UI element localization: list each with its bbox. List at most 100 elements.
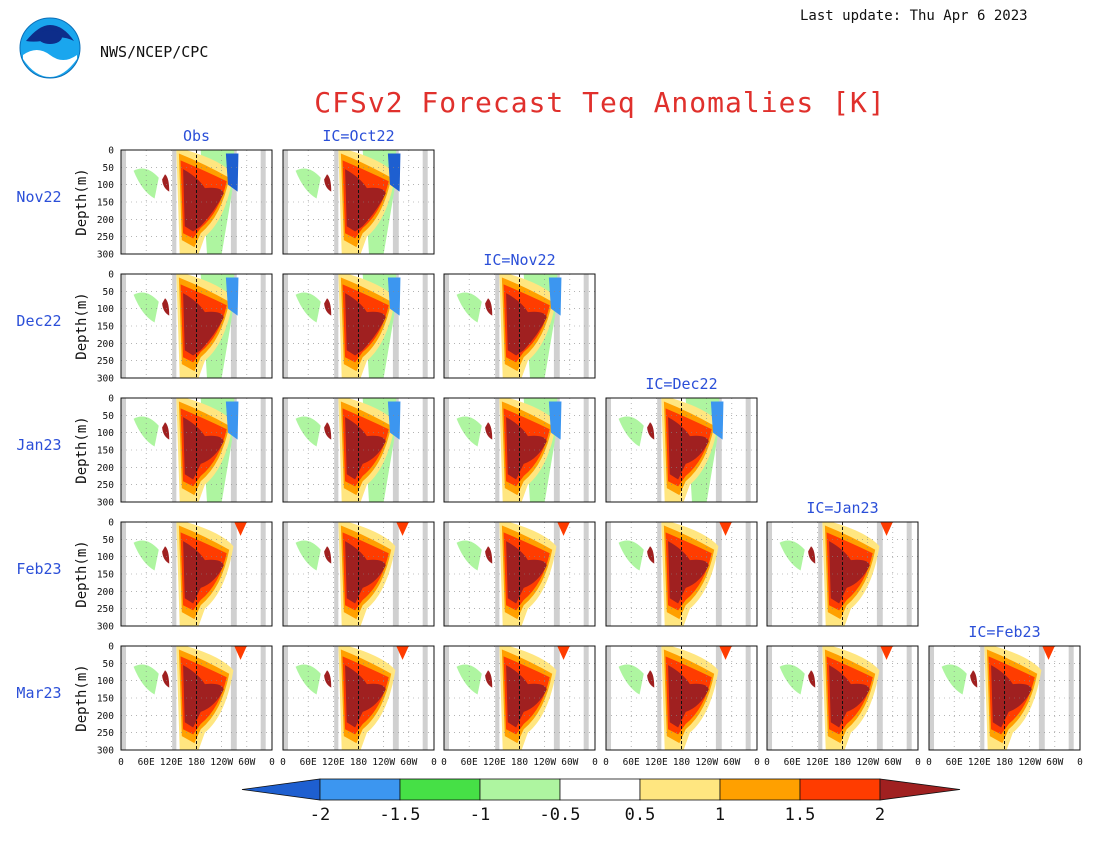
colorbar-segment [479, 778, 561, 801]
strong-warm-core [991, 665, 1032, 728]
y-tick-label: 150 [97, 198, 114, 209]
land-mask [230, 274, 237, 378]
row-label: Jan23 [16, 436, 61, 454]
strong-warm-core [183, 169, 224, 232]
panel-Nov22-IC=Oct22 [282, 149, 435, 255]
land-mask [422, 274, 428, 378]
y-tick-label: 50 [103, 411, 115, 422]
land-mask [1068, 646, 1074, 750]
strong-warm-core [829, 665, 870, 728]
warm-region [396, 522, 409, 536]
strong-warm-patch [485, 670, 493, 688]
strong-warm-core [183, 665, 224, 728]
strong-warm-patch [162, 174, 170, 192]
land-mask [495, 398, 500, 502]
x-tick-label: 60W [1046, 757, 1063, 768]
land-mask [230, 398, 237, 502]
x-tick-label: 0 [764, 757, 770, 768]
x-tick-label: 0 [754, 757, 760, 768]
y-tick-label: 100 [97, 304, 114, 315]
panel-Mar23-IC=Feb23 [928, 645, 1081, 751]
y-tick-label: 300 [97, 374, 114, 385]
x-tick-label: 120W [1018, 757, 1041, 768]
land-mask [767, 646, 773, 750]
strong-warm-core [668, 541, 709, 604]
land-mask [444, 398, 450, 502]
x-tick-label: 60W [400, 757, 417, 768]
colorbar-segment [639, 778, 721, 801]
land-mask [553, 522, 560, 626]
chart-title: CFSv2 Forecast Teq Anomalies [K] [314, 86, 886, 119]
land-mask [818, 646, 823, 750]
panel-Jan23-IC=Nov22 [443, 397, 596, 503]
colorbar-arrow-left [241, 778, 321, 801]
y-tick-label: 150 [97, 694, 114, 705]
strong-warm-core [183, 293, 224, 356]
colorbar-tick-label: -0.5 [540, 805, 581, 825]
land-mask [876, 522, 883, 626]
land-mask [444, 646, 450, 750]
panel-frame [120, 397, 273, 503]
strong-warm-patch [647, 670, 655, 688]
land-mask [606, 646, 612, 750]
land-mask [283, 522, 289, 626]
land-mask [583, 274, 589, 378]
strong-warm-patch [324, 298, 332, 316]
land-mask [172, 150, 177, 254]
land-mask [121, 274, 127, 378]
colorbar-segment [719, 778, 801, 801]
land-mask [906, 522, 912, 626]
column-header: IC=Feb23 [968, 623, 1040, 641]
warm-region [396, 646, 409, 660]
colorbar-tick-label: 1 [715, 805, 725, 825]
panel-frame [282, 397, 435, 503]
land-mask [392, 398, 399, 502]
panel-frame [605, 397, 758, 503]
land-mask [876, 646, 883, 750]
x-tick-label: 120E [806, 757, 829, 768]
panel-frame [443, 521, 596, 627]
warm-region [719, 646, 732, 660]
cold-region [387, 277, 401, 316]
land-mask [172, 274, 177, 378]
land-mask [172, 398, 177, 502]
land-mask [334, 646, 339, 750]
strong-warm-patch [162, 670, 170, 688]
land-mask [553, 646, 560, 750]
warm-region [1042, 646, 1055, 660]
land-mask [715, 522, 722, 626]
y-axis-label: Depth(m) [74, 664, 90, 731]
y-tick-label: 150 [97, 446, 114, 457]
land-mask [657, 398, 662, 502]
strong-warm-core [668, 417, 709, 480]
panel-frame [928, 645, 1081, 751]
strong-warm-core [506, 293, 547, 356]
strong-warm-patch [162, 546, 170, 564]
panel-Jan23-IC=Dec22 [605, 397, 758, 503]
land-mask [583, 646, 589, 750]
land-mask [260, 646, 266, 750]
y-tick-label: 200 [97, 711, 114, 722]
x-tick-label: 120E [322, 757, 345, 768]
y-tick-label: 0 [108, 394, 114, 405]
strong-warm-core [345, 417, 386, 480]
strong-warm-core [668, 665, 709, 728]
y-tick-label: 200 [97, 215, 114, 226]
y-axis-label: Depth(m) [74, 416, 90, 483]
y-axis-label: Depth(m) [74, 540, 90, 607]
panel-frame [120, 273, 273, 379]
land-mask [172, 522, 177, 626]
panel-Dec22-IC=Nov22 [443, 273, 596, 379]
x-tick-label: 60E [461, 757, 478, 768]
land-mask [334, 398, 339, 502]
land-mask [495, 274, 500, 378]
colorbar-tick-label: -1 [470, 805, 490, 825]
colorbar-tick-label: 2 [875, 805, 885, 825]
weak-cold-region [456, 540, 482, 571]
colorbar-arrow-right [879, 778, 961, 801]
y-tick-label: 100 [97, 428, 114, 439]
land-mask [657, 522, 662, 626]
land-mask [392, 150, 399, 254]
strong-warm-patch [324, 670, 332, 688]
panel-frame [443, 397, 596, 503]
